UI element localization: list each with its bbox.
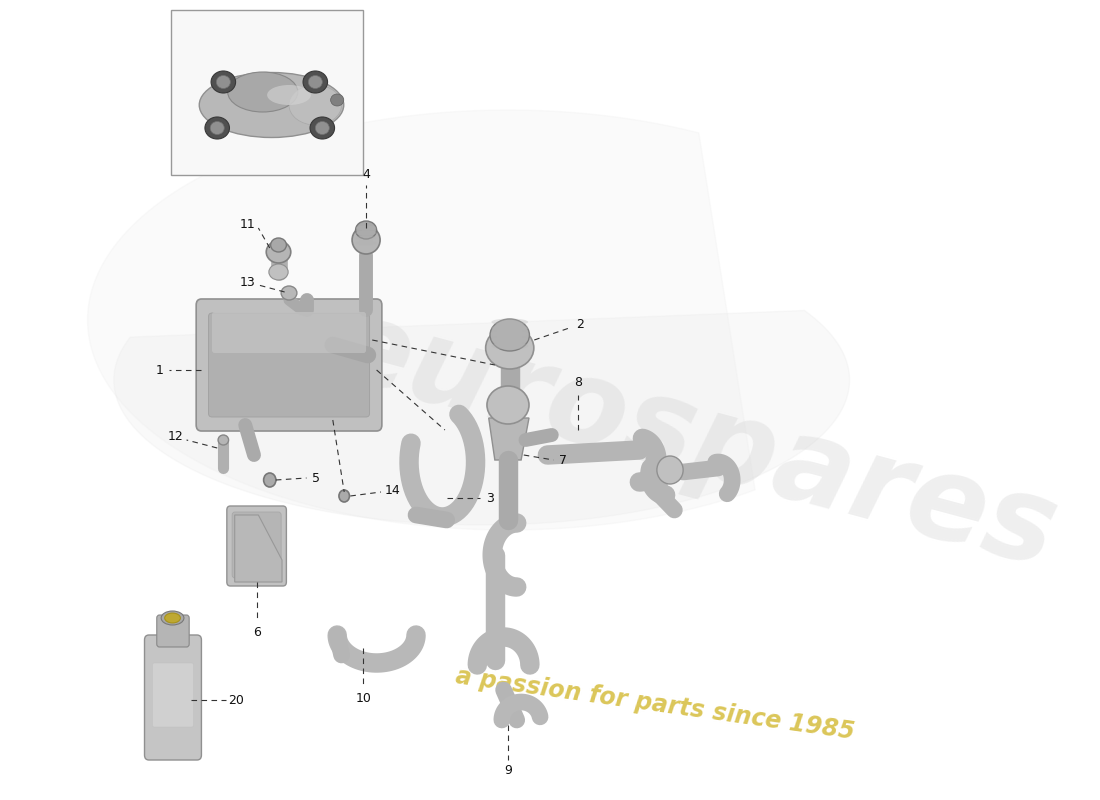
Text: eurospares: eurospares bbox=[318, 288, 1069, 592]
Bar bbox=[170, 10, 363, 175]
Ellipse shape bbox=[316, 122, 329, 134]
Ellipse shape bbox=[492, 318, 528, 326]
Ellipse shape bbox=[657, 456, 683, 484]
Ellipse shape bbox=[205, 117, 230, 139]
Text: 12: 12 bbox=[167, 430, 183, 443]
Ellipse shape bbox=[267, 85, 311, 105]
Ellipse shape bbox=[266, 241, 290, 263]
Text: 14: 14 bbox=[385, 483, 400, 497]
Text: 8: 8 bbox=[574, 377, 582, 390]
Ellipse shape bbox=[199, 73, 344, 138]
FancyBboxPatch shape bbox=[196, 299, 382, 431]
Ellipse shape bbox=[310, 117, 334, 139]
Ellipse shape bbox=[492, 342, 528, 350]
Polygon shape bbox=[234, 515, 282, 582]
Text: 10: 10 bbox=[355, 691, 372, 705]
Ellipse shape bbox=[355, 221, 376, 239]
Ellipse shape bbox=[492, 337, 528, 343]
Ellipse shape bbox=[271, 238, 286, 252]
Text: 7: 7 bbox=[559, 454, 568, 466]
Text: 2: 2 bbox=[576, 318, 584, 331]
Ellipse shape bbox=[218, 435, 229, 445]
Ellipse shape bbox=[282, 286, 297, 300]
Ellipse shape bbox=[352, 226, 381, 254]
FancyBboxPatch shape bbox=[227, 506, 286, 586]
Ellipse shape bbox=[289, 85, 342, 125]
Text: 3: 3 bbox=[486, 491, 494, 505]
Ellipse shape bbox=[217, 75, 230, 89]
Text: 4: 4 bbox=[362, 169, 370, 182]
FancyBboxPatch shape bbox=[153, 663, 194, 727]
Ellipse shape bbox=[211, 71, 235, 93]
Ellipse shape bbox=[165, 613, 180, 623]
Ellipse shape bbox=[492, 325, 528, 331]
Text: 11: 11 bbox=[240, 218, 255, 231]
FancyBboxPatch shape bbox=[208, 313, 370, 417]
Text: a passion for parts since 1985: a passion for parts since 1985 bbox=[454, 664, 856, 744]
Text: 6: 6 bbox=[253, 626, 261, 638]
Ellipse shape bbox=[162, 611, 184, 625]
Text: 1: 1 bbox=[155, 363, 163, 377]
Ellipse shape bbox=[355, 235, 376, 241]
Ellipse shape bbox=[355, 230, 376, 235]
Polygon shape bbox=[88, 110, 755, 530]
Text: 13: 13 bbox=[240, 275, 255, 289]
FancyBboxPatch shape bbox=[144, 635, 201, 760]
Ellipse shape bbox=[490, 319, 529, 351]
FancyBboxPatch shape bbox=[212, 312, 366, 353]
Ellipse shape bbox=[355, 241, 376, 246]
Ellipse shape bbox=[264, 473, 276, 487]
Ellipse shape bbox=[492, 330, 528, 338]
Ellipse shape bbox=[355, 226, 376, 230]
Ellipse shape bbox=[485, 327, 534, 369]
Ellipse shape bbox=[308, 75, 322, 89]
Text: 5: 5 bbox=[312, 471, 320, 485]
FancyBboxPatch shape bbox=[232, 512, 282, 578]
Ellipse shape bbox=[339, 490, 350, 502]
Text: 20: 20 bbox=[229, 694, 244, 706]
Ellipse shape bbox=[228, 72, 298, 112]
Ellipse shape bbox=[268, 264, 288, 280]
Ellipse shape bbox=[302, 71, 328, 93]
Ellipse shape bbox=[487, 386, 529, 424]
Polygon shape bbox=[114, 310, 849, 525]
Ellipse shape bbox=[210, 122, 224, 134]
Ellipse shape bbox=[331, 94, 344, 106]
Polygon shape bbox=[488, 418, 529, 460]
FancyBboxPatch shape bbox=[157, 615, 189, 647]
Text: 9: 9 bbox=[504, 763, 512, 777]
